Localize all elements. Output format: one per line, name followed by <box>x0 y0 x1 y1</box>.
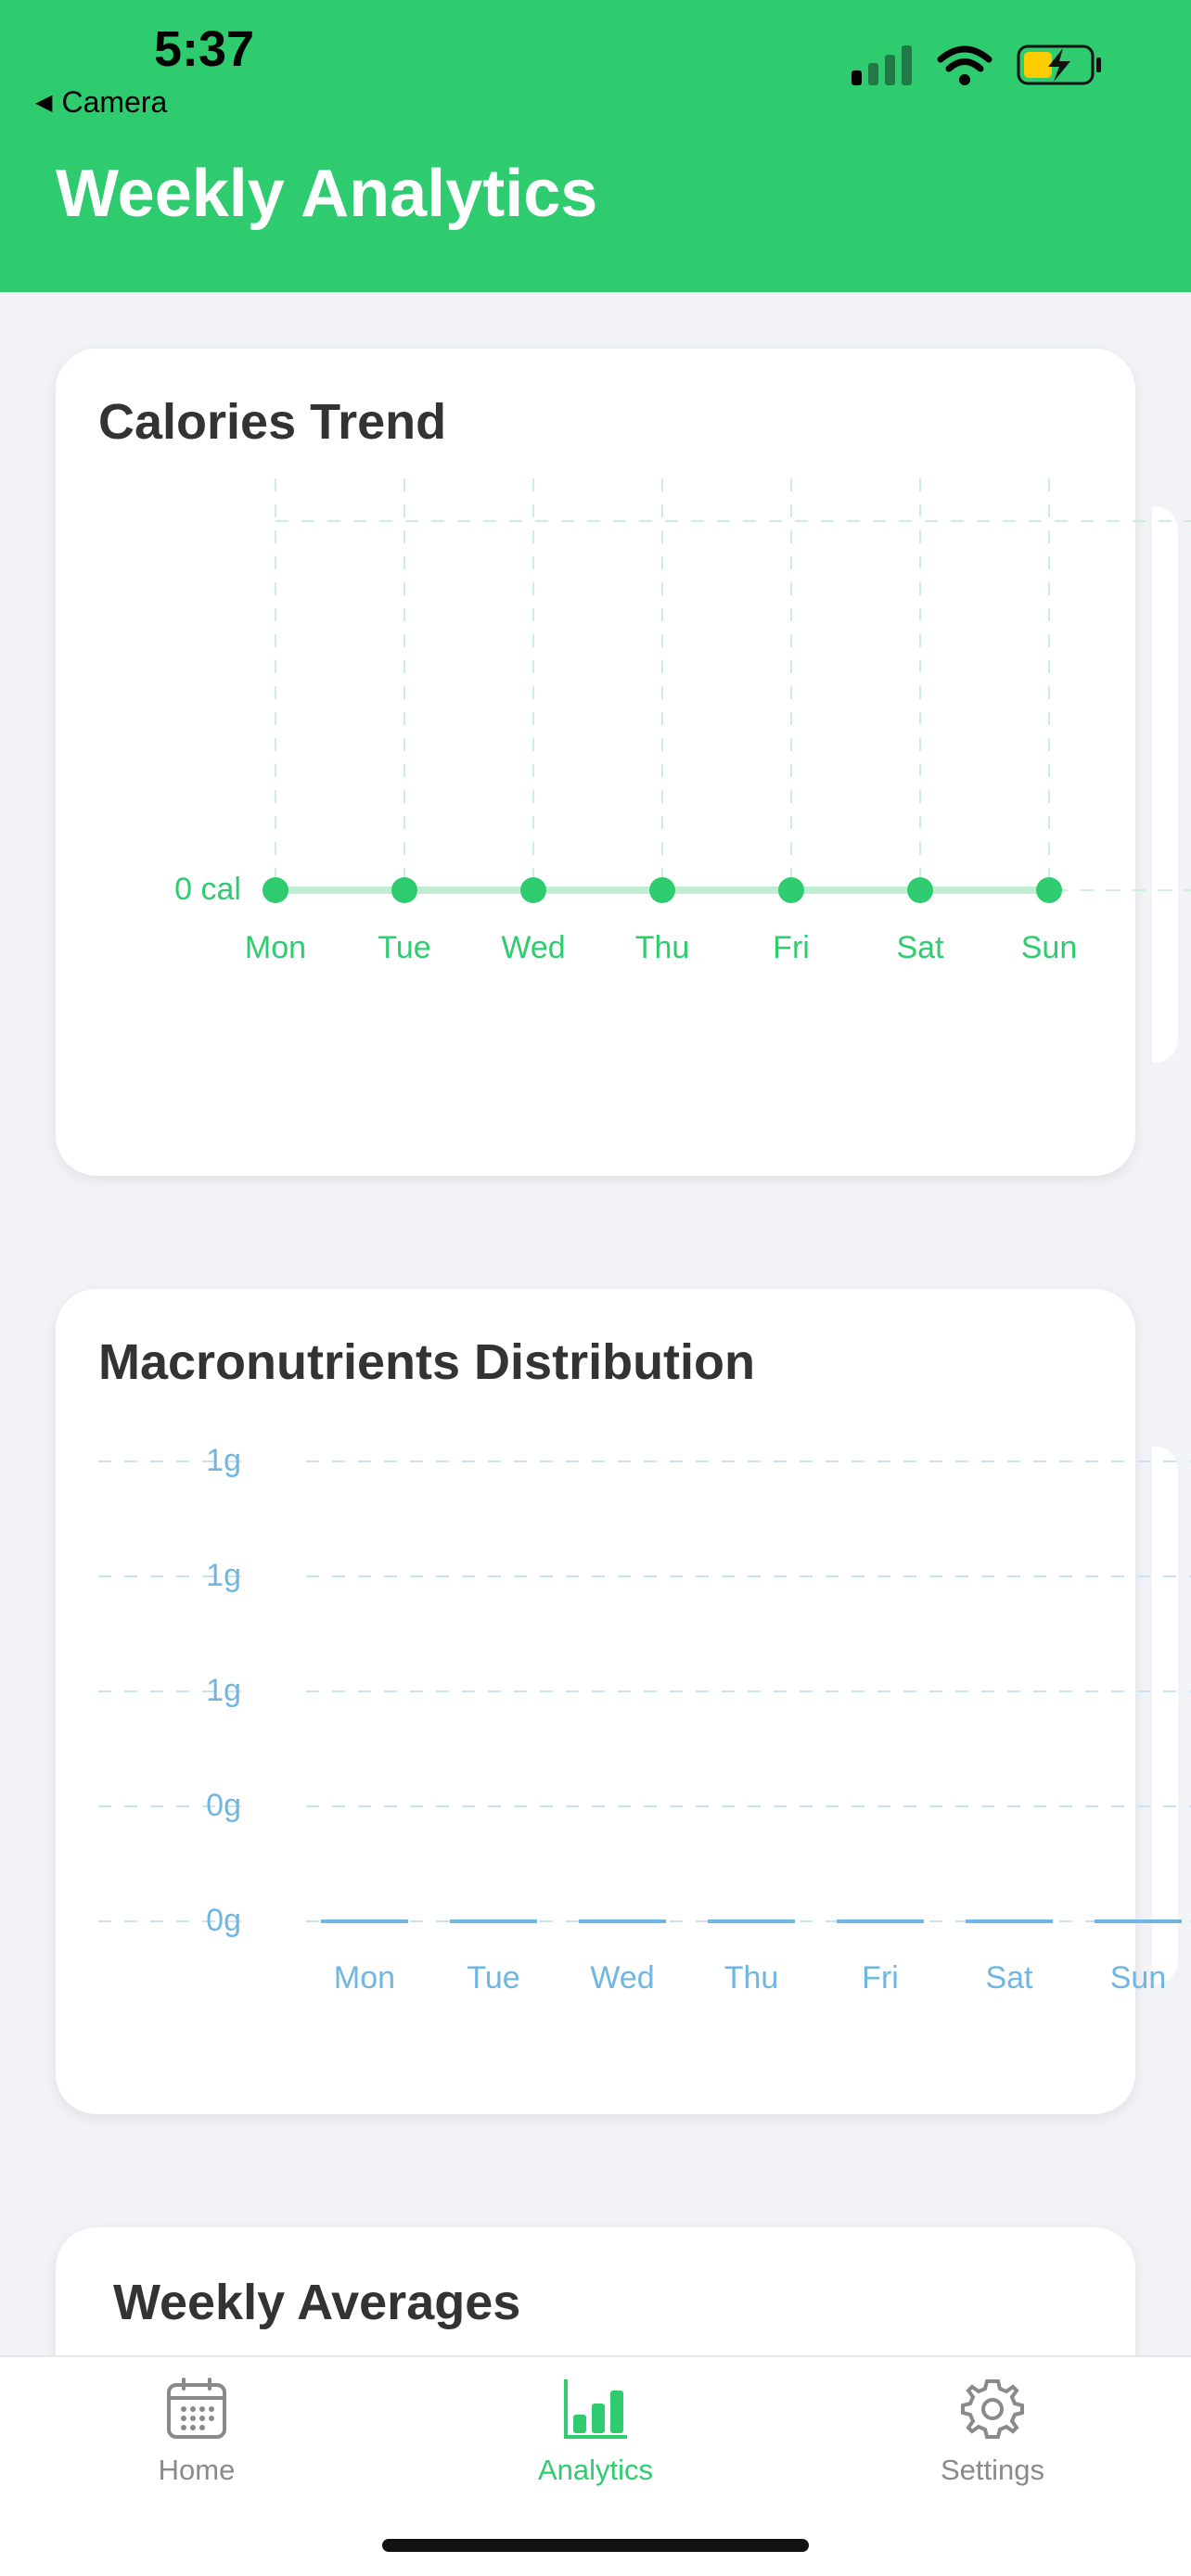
x-tick-label: Sat <box>985 1960 1033 1996</box>
data-point <box>520 877 546 903</box>
x-tick-label: Mon <box>245 930 306 965</box>
bar <box>708 1919 795 1923</box>
bar <box>450 1919 537 1923</box>
tick-label-backing <box>243 1784 299 1827</box>
x-tick-label: Mon <box>334 1960 395 1996</box>
y-tick-label: 0 cal <box>174 872 241 907</box>
x-tick-label: Sun <box>1110 1960 1167 1996</box>
averages-card-title: Weekly Averages <box>113 2275 521 2330</box>
bar <box>1095 1919 1182 1923</box>
tick-label-backing <box>243 1669 299 1712</box>
chart-overflow-panel <box>1152 1447 1178 1984</box>
x-tick-label: Fri <box>773 930 810 965</box>
x-tick-label: Wed <box>590 1960 654 1996</box>
x-tick-label: Sun <box>1021 930 1078 965</box>
y-tick-label: 1g <box>206 1673 241 1708</box>
tick-label-backing <box>243 1554 299 1597</box>
x-tick-label: Tue <box>467 1960 519 1996</box>
x-tick-label: Thu <box>635 930 690 965</box>
bar <box>321 1919 408 1923</box>
app-header: 5:37 ◀ Camera Weekly Analytics <box>0 0 1191 292</box>
bar-chart-icon <box>564 2379 627 2439</box>
macros-card-title: Macronutrients Distribution <box>98 1334 756 1390</box>
bar <box>837 1919 924 1923</box>
battery-charging-icon <box>1017 45 1101 85</box>
page-title: Weekly Analytics <box>56 157 598 231</box>
back-app-label: Camera <box>61 85 168 119</box>
y-tick-label: 1g <box>206 1443 241 1478</box>
tab-home[interactable]: Home <box>85 2378 308 2487</box>
gear-icon <box>961 2379 1024 2439</box>
calendar-icon <box>167 2378 226 2439</box>
calories-card-title: Calories Trend <box>98 394 447 450</box>
tab-analytics[interactable]: Analytics <box>484 2378 707 2487</box>
x-tick-label: Wed <box>501 930 565 965</box>
x-tick-label: Thu <box>724 1960 779 1996</box>
x-tick-label: Sat <box>896 930 944 965</box>
tick-label-backing <box>243 1439 299 1482</box>
x-tick-label: Fri <box>862 1960 899 1996</box>
x-tick-label: Tue <box>378 930 430 965</box>
status-time: 5:37 <box>154 21 255 77</box>
tab-settings-label: Settings <box>940 2454 1044 2486</box>
home-indicator <box>382 2539 809 2552</box>
tab-settings[interactable]: Settings <box>881 2378 1104 2487</box>
status-icons <box>852 45 1102 85</box>
chart-overflow-panel <box>1152 506 1178 1063</box>
y-tick-label: 0g <box>206 1788 241 1823</box>
y-tick-label: 1g <box>206 1558 241 1593</box>
macros-bar-chart: 1g 1g 1g 0g 0g Mon Tue Wed Thu Fri Sat Sun <box>98 1439 1191 1996</box>
wifi-icon <box>937 45 992 85</box>
tab-analytics-label: Analytics <box>537 2454 654 2486</box>
data-point <box>649 877 675 903</box>
data-point <box>263 877 288 903</box>
data-point <box>907 877 933 903</box>
calories-trend-card: Calories Trend 0 cal Mon Tue Wed Thu Fri Sat Su… <box>56 349 1191 1176</box>
tab-home-label: Home <box>158 2454 236 2486</box>
data-point <box>778 877 804 903</box>
back-triangle-icon: ◀ <box>35 90 53 115</box>
data-point <box>391 877 417 903</box>
back-to-camera-button[interactable]: ◀ Camera <box>35 85 167 120</box>
bar <box>966 1919 1053 1923</box>
bar <box>579 1919 666 1923</box>
y-tick-label: 0g <box>206 1903 241 1938</box>
signal-icon <box>852 45 912 85</box>
tick-label-backing <box>243 1899 299 1942</box>
macronutrients-card: Macronutrients Distribution 1g 1g 1g 0g 0g Mo… <box>56 1289 1191 2114</box>
data-point <box>1036 877 1062 903</box>
